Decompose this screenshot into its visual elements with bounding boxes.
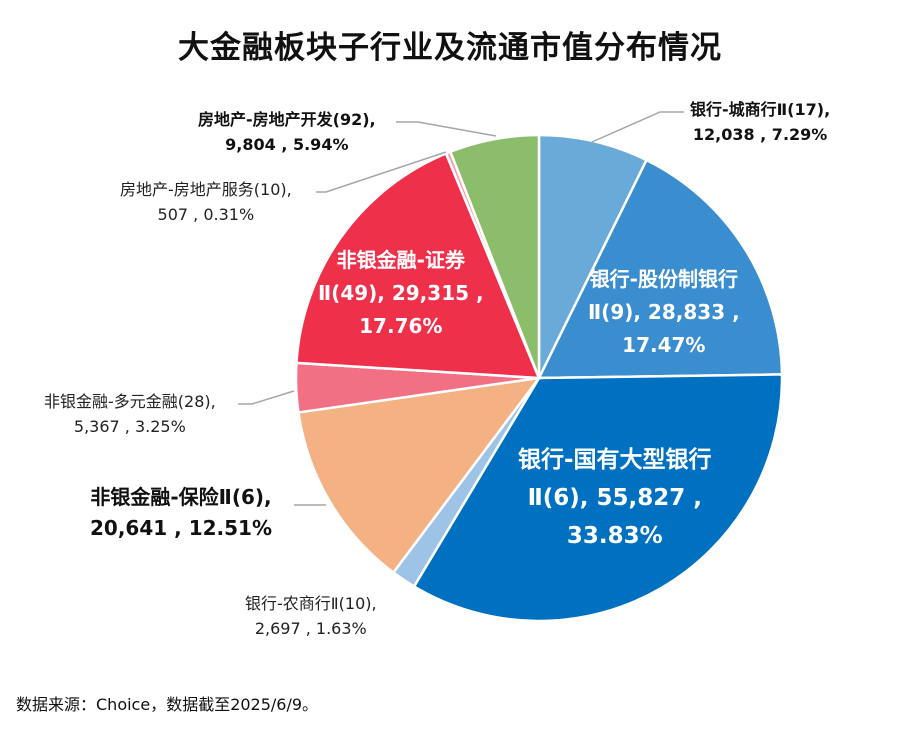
- label-diversified-finance: 非银金融-多元金融(28), 5,367 , 3.25%: [44, 390, 216, 440]
- label-rural-banks: 银行-农商行Ⅱ(10), 2,697 , 1.63%: [245, 592, 377, 642]
- label-state-banks: 银行-国有大型银行 Ⅱ(6), 55,827 , 33.83%: [518, 442, 712, 556]
- pie-slice-1: [536, 158, 784, 380]
- label-line: 房地产-房地产开发(92),: [198, 110, 376, 129]
- label-joint-stock-banks: 银行-股份制银行 Ⅱ(9), 28,833 , 17.47%: [588, 263, 740, 362]
- label-line: 33.83%: [566, 522, 663, 549]
- label-line: 12,038 , 7.29%: [692, 124, 828, 144]
- label-line: 银行-农商行Ⅱ(10),: [245, 594, 377, 613]
- label-line: 银行-股份制银行: [589, 267, 738, 291]
- label-line: Ⅱ(9), 28,833 ,: [588, 300, 740, 324]
- label-line: 20,641 , 12.51%: [90, 516, 273, 540]
- label-line: 17.47%: [622, 333, 706, 357]
- leader-line: [316, 151, 447, 193]
- label-real-estate-services: 房地产-房地产服务(10), 507 , 0.31%: [120, 178, 292, 228]
- label-line: 房地产-房地产服务(10),: [120, 180, 292, 199]
- label-insurance: 非银金融-保险Ⅱ(6), 20,641 , 12.51%: [90, 482, 272, 544]
- pie-slice-4: [297, 376, 542, 575]
- label-line: 507 , 0.31%: [157, 204, 255, 224]
- label-line: 2,697 , 1.63%: [254, 618, 367, 638]
- label-line: 5,367 , 3.25%: [73, 416, 186, 436]
- pie-slice-6: [295, 151, 541, 380]
- label-line: 非银金融-证券: [336, 248, 465, 272]
- leader-line: [396, 121, 497, 137]
- label-line: Ⅱ(6), 55,827 ,: [527, 484, 702, 511]
- leader-line: [238, 390, 295, 405]
- label-line: 17.76%: [359, 314, 443, 338]
- label-city-banks: 银行-城商行Ⅱ(17), 12,038 , 7.29%: [690, 98, 830, 148]
- label-securities: 非银金融-证券 Ⅱ(49), 29,315 , 17.76%: [318, 244, 484, 343]
- chart-title: 大金融板块子行业及流通市值分布情况: [178, 30, 722, 66]
- label-line: 非银金融-多元金融(28),: [44, 392, 216, 411]
- pie-slice-2: [412, 373, 784, 623]
- label-line: 9,804 , 5.94%: [225, 134, 349, 154]
- source-note: 数据来源：Choice，数据截至2025/6/9。: [16, 695, 319, 714]
- pie-slice-8: [448, 133, 541, 379]
- label-line: Ⅱ(49), 29,315 ,: [318, 281, 484, 305]
- label-line: 非银金融-保险Ⅱ(6),: [90, 485, 272, 509]
- leader-line: [591, 111, 684, 143]
- label-real-estate-dev: 房地产-房地产开发(92), 9,804 , 5.94%: [198, 108, 376, 158]
- label-line: 银行-城商行Ⅱ(17),: [690, 100, 831, 119]
- label-line: 银行-国有大型银行: [518, 447, 712, 473]
